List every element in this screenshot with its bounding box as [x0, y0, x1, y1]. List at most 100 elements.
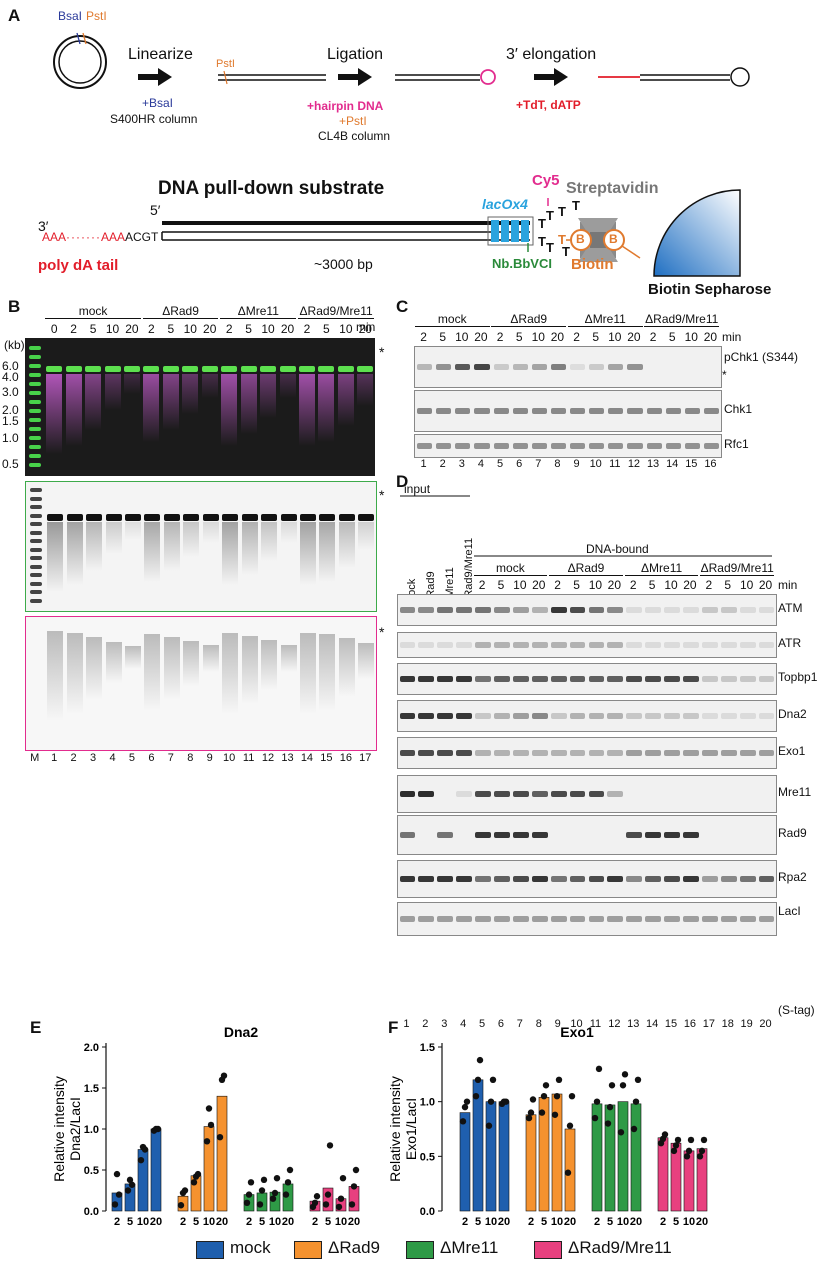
- protein-band: [627, 408, 643, 414]
- data-point: [542, 1082, 550, 1089]
- protein-band: [626, 607, 643, 613]
- data-point: [670, 1147, 678, 1155]
- cy5-smear: [241, 636, 258, 704]
- bar: [216, 1095, 228, 1212]
- x-tick-label: 20: [282, 1216, 294, 1225]
- group-header: ΔMre11: [567, 312, 643, 327]
- group-header: ΔRad9: [549, 561, 623, 576]
- biotin-label: Biotin: [571, 256, 614, 273]
- main-band: [124, 514, 141, 521]
- data-point: [181, 1187, 189, 1194]
- protein-band: [418, 750, 435, 756]
- western-blot: [397, 632, 777, 658]
- data-point: [348, 1201, 356, 1208]
- protein-band: [701, 676, 718, 682]
- protein-band: [569, 676, 586, 682]
- protein-band: [417, 408, 433, 414]
- protein-band: [437, 916, 454, 922]
- x-tick-label: 20: [564, 1216, 576, 1225]
- protein-band: [664, 676, 680, 682]
- protein-band: [720, 713, 737, 719]
- time-label: 20: [474, 330, 488, 344]
- time-label: 5: [573, 578, 580, 592]
- resection-smear: [85, 374, 102, 430]
- protein-band: [645, 876, 662, 882]
- protein-band: [607, 642, 624, 648]
- bar: [459, 1112, 471, 1212]
- protein-band: [418, 916, 435, 922]
- time-label: 20: [125, 322, 139, 336]
- lane-number: 3: [89, 752, 97, 764]
- main-band: [163, 514, 180, 521]
- blot-protein-name: Mre11: [778, 785, 812, 799]
- resection-smear: [105, 522, 122, 554]
- time-label: 10: [513, 578, 527, 592]
- y-tick-label: 1.5: [84, 1083, 99, 1095]
- protein-band: [512, 832, 529, 838]
- legend-swatch: [406, 1241, 434, 1259]
- main-band: [337, 366, 354, 372]
- protein-band: [437, 642, 454, 648]
- time-label: 20: [683, 578, 697, 592]
- blot-protein-name: ATM: [778, 601, 803, 615]
- y-tick-label: 1.0: [420, 1097, 435, 1109]
- data-point: [113, 1170, 121, 1178]
- protein-band: [665, 408, 681, 414]
- lane-number: 8: [554, 458, 561, 470]
- resection-smear: [299, 522, 316, 585]
- protein-band: [399, 607, 416, 613]
- bar: [348, 1186, 360, 1212]
- protein-band: [550, 676, 567, 682]
- main-band: [46, 366, 63, 372]
- resection-smear: [143, 374, 160, 442]
- protein-band: [475, 713, 491, 719]
- lane-number: 5: [128, 752, 135, 764]
- data-point: [337, 1195, 345, 1202]
- protein-band: [531, 832, 548, 838]
- kb-label: (kb): [4, 338, 25, 352]
- protein-band: [645, 642, 662, 648]
- data-point: [672, 1142, 680, 1149]
- main-band: [65, 366, 82, 372]
- condition-legend: mock ΔRad9 ΔMre11 ΔRad9/Mre11: [196, 1235, 672, 1265]
- panel-b-min-label: min: [356, 320, 376, 334]
- protein-band: [684, 408, 700, 414]
- protein-band: [664, 750, 680, 756]
- data-point: [564, 1169, 572, 1176]
- bar: [630, 1103, 642, 1212]
- legend-label: ΔRad9: [328, 1238, 380, 1257]
- ladder-band: [29, 598, 42, 603]
- resection-smear: [357, 374, 374, 406]
- protein-band: [701, 713, 718, 719]
- protein-band: [550, 607, 567, 613]
- ladder-band: [29, 556, 42, 560]
- lane-number: 9: [206, 752, 213, 764]
- protein-band: [494, 916, 510, 922]
- x-tick-label: 20: [696, 1216, 708, 1225]
- lane-number: 1: [420, 458, 427, 470]
- resection-smear: [358, 522, 375, 550]
- data-point: [474, 1076, 482, 1083]
- main-band: [338, 514, 355, 521]
- plasmid-inner: [58, 40, 102, 84]
- western-blot: [397, 860, 777, 898]
- data-point: [700, 1136, 708, 1144]
- ladder-size-label: 1.5: [2, 414, 19, 428]
- data-point: [124, 1187, 132, 1194]
- protein-band: [701, 642, 718, 648]
- gel-star: *: [379, 487, 385, 503]
- ladder-band: [28, 427, 41, 431]
- resection-smear: [280, 522, 297, 543]
- protein-band: [626, 916, 643, 922]
- protein-band: [512, 443, 528, 449]
- main-band: [182, 366, 199, 372]
- bar: [472, 1079, 484, 1212]
- protein-band: [512, 607, 529, 613]
- data-point: [282, 1191, 290, 1198]
- time-label: 10: [455, 330, 469, 344]
- western-blot: [414, 434, 722, 458]
- protein-band: [683, 876, 699, 882]
- ladder-size-label: 3.0: [2, 385, 19, 399]
- data-point: [324, 1191, 332, 1198]
- x-tick-label: 5: [541, 1216, 547, 1225]
